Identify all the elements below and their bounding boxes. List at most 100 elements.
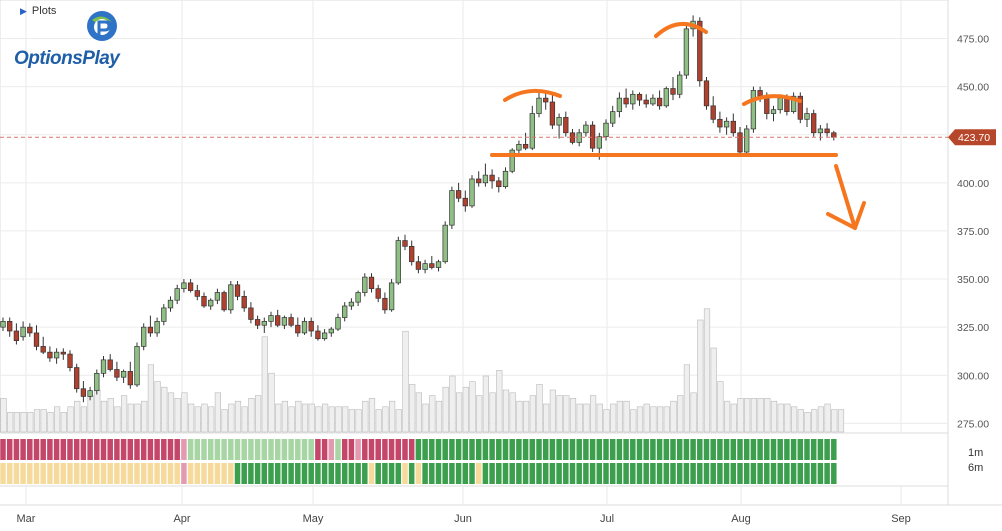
trend-cell: [315, 439, 321, 460]
volume-bar: [174, 398, 181, 433]
trend-cell: [154, 439, 160, 460]
candle-body: [777, 97, 783, 111]
plots-toggle[interactable]: ▶ Plots: [20, 5, 56, 17]
candle-body: [496, 180, 502, 188]
trend-cell: [435, 439, 442, 460]
candle-body: [770, 109, 777, 114]
trend-cell: [770, 439, 777, 460]
volume-bar: [268, 372, 275, 433]
candle-body: [328, 328, 334, 334]
trend-cell: [368, 439, 375, 460]
trend-cell: [469, 439, 475, 460]
candle-body: [47, 351, 53, 359]
candle-body: [335, 317, 341, 330]
candle-body: [174, 288, 180, 301]
trend-cell: [140, 463, 147, 484]
trend-cell: [663, 439, 670, 460]
candle-up: [435, 259, 442, 272]
candle-body: [67, 353, 73, 368]
candle-down: [623, 88, 629, 108]
trend-cell: [0, 463, 6, 484]
trend-cell: [388, 439, 395, 460]
candle-up: [817, 125, 824, 141]
trend-cell: [234, 463, 241, 484]
candle-down: [221, 290, 227, 312]
candle-up: [395, 236, 401, 285]
x-tick-label: May: [303, 513, 324, 525]
trend-cell: [449, 463, 455, 484]
candle-body: [181, 282, 187, 290]
candle-body: [502, 170, 509, 188]
volume-bar: [188, 403, 195, 433]
trend-cell: [248, 439, 254, 460]
candle-up: [770, 105, 777, 122]
trend-cell: [429, 439, 435, 460]
trend-cell: [375, 439, 381, 460]
trend-cell: [496, 463, 502, 484]
candle-up: [663, 86, 669, 108]
trend-cell: [140, 439, 147, 460]
volume-bar: [462, 386, 469, 433]
trend-cell: [67, 439, 73, 460]
volume-bar: [770, 400, 778, 433]
trend-cell: [355, 463, 361, 484]
volume-bar: [368, 398, 376, 433]
volume-bar: [576, 403, 583, 433]
trend-cell: [114, 439, 120, 460]
trend-cell: [187, 439, 194, 460]
trend-cell: [817, 439, 824, 460]
candle-body: [757, 90, 763, 97]
candle-down: [201, 292, 207, 308]
volume-bar: [141, 400, 148, 433]
trend-cell: [47, 463, 53, 484]
candle-body: [509, 149, 515, 172]
trend-cell: [214, 463, 221, 484]
candle-body: [750, 90, 757, 130]
volume-bar: [589, 395, 597, 433]
candle-down: [824, 123, 830, 137]
candle-up: [603, 119, 609, 141]
candle-up: [610, 105, 616, 128]
candle-down: [315, 325, 321, 341]
trend-cell: [107, 463, 113, 484]
candle-body: [375, 288, 381, 299]
candle-body: [536, 97, 542, 114]
trend-cell: [489, 463, 495, 484]
candle-body: [388, 282, 395, 311]
trend-cell: [53, 463, 60, 484]
candle-up: [228, 280, 234, 314]
candle-body: [482, 174, 489, 184]
trend-cell: [482, 463, 489, 484]
volume-bar: [496, 370, 503, 433]
candle-up: [449, 186, 455, 230]
trend-cell: [328, 439, 335, 460]
candle-down: [80, 381, 87, 403]
volume-bar: [402, 330, 409, 433]
candle-body: [308, 321, 314, 332]
trend-cell: [670, 463, 676, 484]
volume-bar: [87, 395, 94, 433]
trend-cell: [201, 439, 207, 460]
trend-cell: [576, 439, 582, 460]
volume-bar: [610, 403, 617, 433]
trend-cell: [281, 463, 288, 484]
volume-bar: [650, 406, 657, 433]
candle-body: [120, 371, 127, 378]
trend-row-label: 1m: [968, 447, 983, 459]
trend-cell: [134, 439, 140, 460]
volume-bar: [121, 395, 128, 433]
candle-body: [362, 276, 368, 293]
trend-cell: [27, 463, 33, 484]
candle-down: [589, 121, 596, 153]
trend-cell: [563, 463, 569, 484]
volume-bar: [489, 392, 496, 433]
volume-bar: [67, 406, 74, 433]
trend-cell: [670, 439, 676, 460]
candle-up: [556, 113, 562, 139]
trend-cell: [469, 463, 475, 484]
candle-body: [100, 359, 107, 374]
candle-body: [516, 143, 522, 151]
candle-up: [0, 317, 6, 332]
candle-body: [415, 261, 422, 270]
volume-bar: [255, 395, 262, 433]
